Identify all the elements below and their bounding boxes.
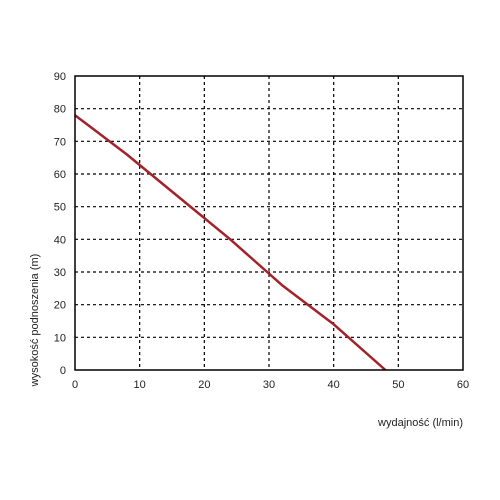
x-tick-labels: 0 10 20 30 40 50 60 [72,379,469,391]
x-axis-label: wydajność (l/min) [377,417,463,429]
series-layer [74,114,387,371]
y-tick-label: 30 [54,267,66,279]
plot-frame [74,75,464,371]
y-tick-label: 20 [54,300,66,312]
y-tick-label: 40 [54,234,66,246]
y-tick-label: 0 [60,365,66,377]
y-axis-label: wysokość podnoszenia (m) [29,254,41,388]
x-tick-label: 40 [328,379,340,391]
x-tick-label: 50 [392,379,404,391]
y-tick-label: 60 [54,169,66,181]
y-tick-label: 80 [54,104,66,116]
y-tick-label: 10 [54,332,66,344]
series-line [74,114,387,371]
y-tick-label: 70 [54,136,66,148]
x-tick-label: 10 [134,379,146,391]
x-tick-label: 60 [457,379,469,391]
x-tick-label: 30 [263,379,275,391]
y-tick-label: 50 [54,202,66,214]
y-tick-label: 90 [54,71,66,83]
grid [75,76,463,370]
x-tick-label: 0 [72,379,78,391]
y-tick-labels: 0 10 20 30 40 50 60 70 80 90 [54,71,66,377]
x-tick-label: 20 [198,379,210,391]
